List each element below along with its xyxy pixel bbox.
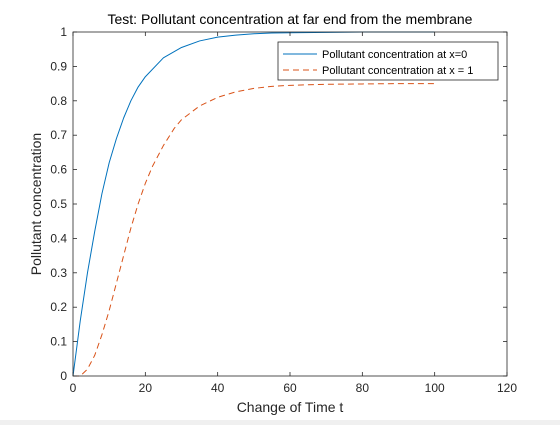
y-tick-label: 0.8 [50, 94, 67, 108]
y-tick-label: 0.9 [50, 59, 67, 73]
x-tick-label: 0 [70, 381, 77, 395]
legend-box [277, 41, 499, 81]
y-tick-label: 0 [60, 369, 67, 383]
y-tick-label: 0.3 [50, 266, 67, 280]
x-tick-label: 120 [497, 381, 517, 395]
series-layer [72, 31, 435, 377]
y-tick-label: 0.7 [50, 128, 67, 142]
x-tick-label: 60 [283, 381, 297, 395]
plot-area [73, 32, 507, 376]
legend-label-series-2: Pollutant concentration at x = 1 [322, 65, 473, 77]
legend-label-series-1: Pollutant concentration at x=0 [322, 49, 467, 61]
ticks-layer: 0 20 40 60 80 100 120 0 0.1 0.2 0.3 0.4 0.5 0.6 0.7 0.8… [50, 25, 517, 395]
series-line-2 [73, 83, 435, 377]
y-tick-label: 0.2 [50, 300, 67, 314]
y-tick-label: 0.5 [50, 197, 67, 211]
x-tick-label: 20 [139, 381, 153, 395]
y-tick-label: 1 [60, 25, 67, 39]
legend[interactable]: Pollutant concentration at x=0 Pollutant… [277, 41, 499, 81]
series-line-1 [72, 31, 435, 377]
y-tick-label: 0.4 [50, 231, 67, 245]
x-tick-label: 100 [425, 381, 445, 395]
chart-title: Test: Pollutant concentration at far end… [108, 11, 473, 27]
x-axis-label: Change of Time t [237, 399, 344, 415]
y-tick-label: 0.1 [50, 335, 67, 349]
y-tick-label: 0.6 [50, 163, 67, 177]
x-tick-label: 40 [211, 381, 225, 395]
y-axis-label: Pollutant concentration [28, 133, 44, 275]
x-tick-label: 80 [356, 381, 370, 395]
